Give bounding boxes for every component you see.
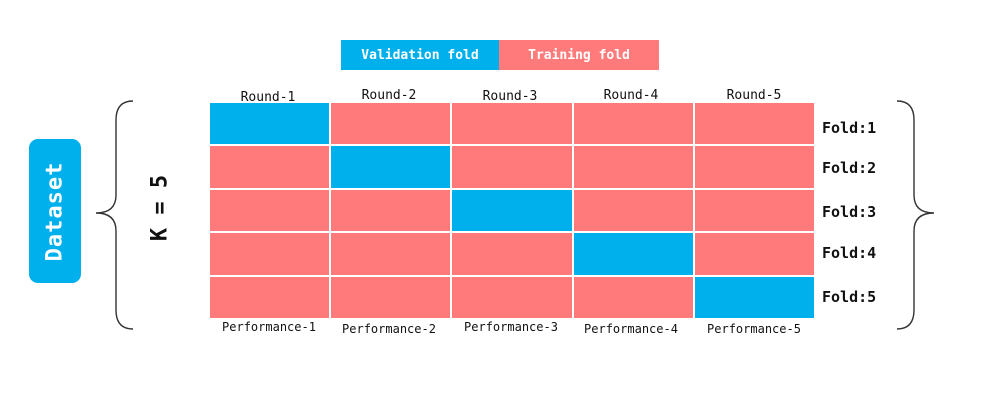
legend-validation-fold: Validation fold <box>341 40 499 70</box>
left-brace <box>95 100 134 330</box>
legend: Validation fold Training fold <box>341 40 659 70</box>
cell-r4-c1 <box>210 233 330 275</box>
k-label: K = 5 <box>147 174 173 242</box>
legend-training-fold: Training fold <box>499 40 659 70</box>
cell-r4-c5 <box>694 233 814 275</box>
cell-r2-c2 <box>331 146 451 188</box>
cell-r1-c3 <box>452 103 572 145</box>
cell-r5-c1 <box>210 276 330 318</box>
cell-r1-c1 <box>210 103 330 145</box>
round-label-2: Round-2 <box>361 88 417 103</box>
fold-label-2: Fold:2 <box>822 159 877 177</box>
cell-r5-c5 <box>694 276 814 318</box>
round-label-1: Round-1 <box>240 90 296 105</box>
cell-r2-c5 <box>694 146 814 188</box>
round-label-5: Round-5 <box>726 88 782 103</box>
cell-r1-c5 <box>694 103 814 145</box>
performance-label-1: Performance-1 <box>222 320 316 334</box>
cell-r2-c1 <box>210 146 330 188</box>
cell-r2-c3 <box>452 146 572 188</box>
fold-grid <box>210 103 814 318</box>
performance-label-3: Performance-3 <box>464 320 558 334</box>
round-label-4: Round-4 <box>603 88 659 103</box>
right-brace <box>896 100 935 330</box>
cell-r4-c3 <box>452 233 572 275</box>
cell-r5-c2 <box>331 276 451 318</box>
cell-r4-c2 <box>331 233 451 275</box>
cell-r2-c4 <box>573 146 693 188</box>
round-label-3: Round-3 <box>482 89 538 104</box>
performance-label-4: Performance-4 <box>584 322 678 336</box>
fold-label-3: Fold:3 <box>822 203 877 221</box>
cell-r1-c2 <box>331 103 451 145</box>
cell-r3-c5 <box>694 189 814 232</box>
cell-r3-c1 <box>210 189 330 232</box>
cell-r4-c4 <box>573 233 693 275</box>
performance-label-5: Performance-5 <box>707 322 801 336</box>
dataset-badge: Dataset <box>29 139 81 283</box>
cell-r5-c4 <box>573 276 693 318</box>
cell-r5-c3 <box>452 276 572 318</box>
performance-label-2: Performance-2 <box>342 322 436 336</box>
fold-label-1: Fold:1 <box>822 119 877 137</box>
cell-r1-c4 <box>573 103 693 145</box>
cell-r3-c2 <box>331 189 451 232</box>
cell-r3-c4 <box>573 189 693 232</box>
fold-label-4: Fold:4 <box>822 244 877 262</box>
fold-label-5: Fold:5 <box>822 288 877 306</box>
cell-r3-c3 <box>452 189 572 232</box>
